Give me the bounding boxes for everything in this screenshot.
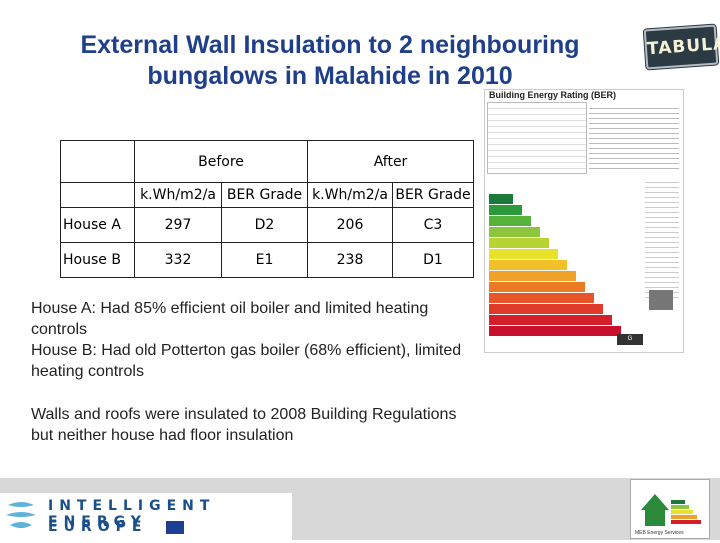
rating-scale-bar [489,326,621,336]
after-header: After [307,140,474,183]
iee-text-line-2: EUROPE [48,519,148,535]
rating-scale-bar [489,238,549,248]
after-grade-header: BER Grade [392,182,474,208]
certificate-description-text [589,104,679,170]
rating-scale-bar [489,315,612,325]
tabula-logo: TABULA [643,24,720,70]
certificate-side-text [645,178,679,298]
rating-scale-bar [489,260,567,270]
rating-scale-bar [489,216,531,226]
meb-label: MEB Energy Services [635,530,684,536]
after-kwh-cell: 238 [307,242,393,278]
after-grade-cell: C3 [392,207,474,243]
iee-text-line-1: INTELLIGENT ENERGY [48,498,216,530]
table-empty-cell [60,140,135,183]
table-group-header-row: Before After [60,140,474,183]
notes-text: House A: Had 85% efficient oil boiler an… [31,298,471,446]
table-sub-header-row: k.Wh/m2/a BER Grade k.Wh/m2/a BER Grade [60,182,474,208]
table-empty-cell [60,182,135,208]
house-rating-icon [641,494,701,526]
note-house-b: House B: Had old Potterton gas boiler (6… [31,342,462,380]
rating-g-label: G [617,334,643,345]
intelligent-energy-europe-logo: INTELLIGENT ENERGY EUROPE [0,493,292,540]
slide-title: External Wall Insulation to 2 neighbouri… [30,30,630,92]
rating-scale-bar [489,249,558,259]
before-grade-cell: D2 [221,207,308,243]
before-grade-header: BER Grade [221,182,308,208]
rating-scale-bar [489,227,540,237]
before-kwh-header: k.Wh/m2/a [134,182,222,208]
table-row: House B 332 E1 238 D1 [60,242,474,278]
iee-mark-icon [6,502,36,528]
row-label: House A [60,207,135,243]
ber-comparison-table: Before After k.Wh/m2/a BER Grade k.Wh/m2… [60,140,474,278]
rating-scale-bar [489,194,513,204]
rating-scale-bar [489,293,594,303]
ber-certificate-image: Building Energy Rating (BER) G [484,89,684,353]
rating-scale-bar [489,205,522,215]
title-line-2: bungalows in Malahide in 2010 [147,62,513,90]
rating-indicator [649,290,673,310]
eu-flag-icon [166,521,184,534]
after-grade-cell: D1 [392,242,474,278]
meb-logo: MEB Energy Services [630,479,710,539]
rating-scale-bar [489,282,585,292]
certificate-detail-box [487,102,587,174]
note-insulation: Walls and roofs were insulated to 2008 B… [31,406,457,444]
before-grade-cell: E1 [221,242,308,278]
rating-scale-bar [489,304,603,314]
title-line-1: External Wall Insulation to 2 neighbouri… [80,31,580,59]
after-kwh-header: k.Wh/m2/a [307,182,393,208]
note-house-a: House A: Had 85% efficient oil boiler an… [31,300,429,338]
row-label: House B [60,242,135,278]
rating-scale-bar [489,271,576,281]
table-row: House A 297 D2 206 C3 [60,207,474,243]
before-header: Before [134,140,308,183]
after-kwh-cell: 206 [307,207,393,243]
before-kwh-cell: 297 [134,207,222,243]
before-kwh-cell: 332 [134,242,222,278]
certificate-title: Building Energy Rating (BER) [489,90,616,100]
